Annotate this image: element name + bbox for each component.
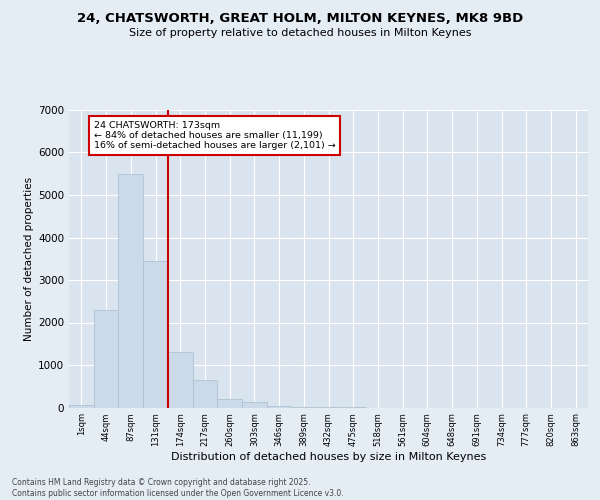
Bar	[143, 261, 168, 408]
Bar	[118, 174, 143, 408]
Bar	[69, 406, 94, 407]
Bar	[94, 310, 118, 408]
Bar	[193, 380, 217, 407]
Bar	[217, 399, 242, 407]
Bar	[168, 352, 193, 408]
Text: Contains HM Land Registry data © Crown copyright and database right 2025.
Contai: Contains HM Land Registry data © Crown c…	[12, 478, 344, 498]
Text: Size of property relative to detached houses in Milton Keynes: Size of property relative to detached ho…	[129, 28, 471, 38]
Text: 24, CHATSWORTH, GREAT HOLM, MILTON KEYNES, MK8 9BD: 24, CHATSWORTH, GREAT HOLM, MILTON KEYNE…	[77, 12, 523, 26]
Bar	[267, 406, 292, 407]
Bar	[242, 402, 267, 407]
Text: 24 CHATSWORTH: 173sqm
← 84% of detached houses are smaller (11,199)
16% of semi-: 24 CHATSWORTH: 173sqm ← 84% of detached …	[94, 120, 335, 150]
X-axis label: Distribution of detached houses by size in Milton Keynes: Distribution of detached houses by size …	[171, 452, 486, 462]
Y-axis label: Number of detached properties: Number of detached properties	[24, 176, 34, 341]
